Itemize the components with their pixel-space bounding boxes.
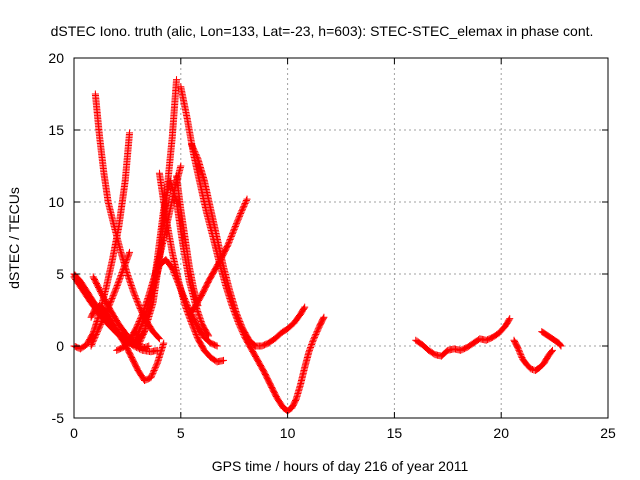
y-axis-label: dSTEC / TECUs	[6, 187, 22, 289]
x-tick-label: 0	[70, 425, 78, 441]
series-markers	[510, 336, 556, 374]
data-series	[538, 328, 565, 350]
tick-labels: 0 5 10 15 20 25 -5 0 5 10 15 20	[48, 50, 616, 441]
x-tick-label: 15	[387, 425, 403, 441]
series-markers	[177, 83, 328, 415]
series-markers	[173, 172, 202, 310]
data-series	[87, 248, 134, 350]
data-series	[412, 315, 514, 360]
data-series	[510, 336, 556, 374]
series-markers	[412, 315, 514, 360]
series-markers	[538, 328, 565, 350]
data-series	[177, 83, 328, 415]
series-markers	[87, 248, 134, 350]
series-markers	[155, 169, 228, 366]
y-tick-label: 5	[56, 266, 64, 282]
x-tick-label: 5	[177, 425, 185, 441]
axis-ticks	[73, 57, 609, 419]
data-series	[173, 172, 202, 310]
x-axis-label: GPS time / hours of day 216 of year 2011	[212, 458, 469, 474]
data-marks	[70, 76, 565, 415]
data-series	[187, 140, 309, 350]
x-tick-label: 20	[493, 425, 509, 441]
x-tick-label: 25	[600, 425, 616, 441]
series-markers	[187, 140, 309, 350]
y-tick-label: 0	[56, 338, 64, 354]
y-tick-label: 20	[48, 50, 64, 66]
y-tick-label: 10	[48, 194, 64, 210]
plot-frame	[73, 57, 609, 419]
data-series	[155, 169, 228, 366]
chart-title: dSTEC Iono. truth (alic, Lon=133, Lat=-2…	[51, 23, 594, 39]
y-tick-label: -5	[52, 410, 65, 426]
x-tick-label: 10	[280, 425, 296, 441]
y-tick-label: 15	[48, 122, 64, 138]
